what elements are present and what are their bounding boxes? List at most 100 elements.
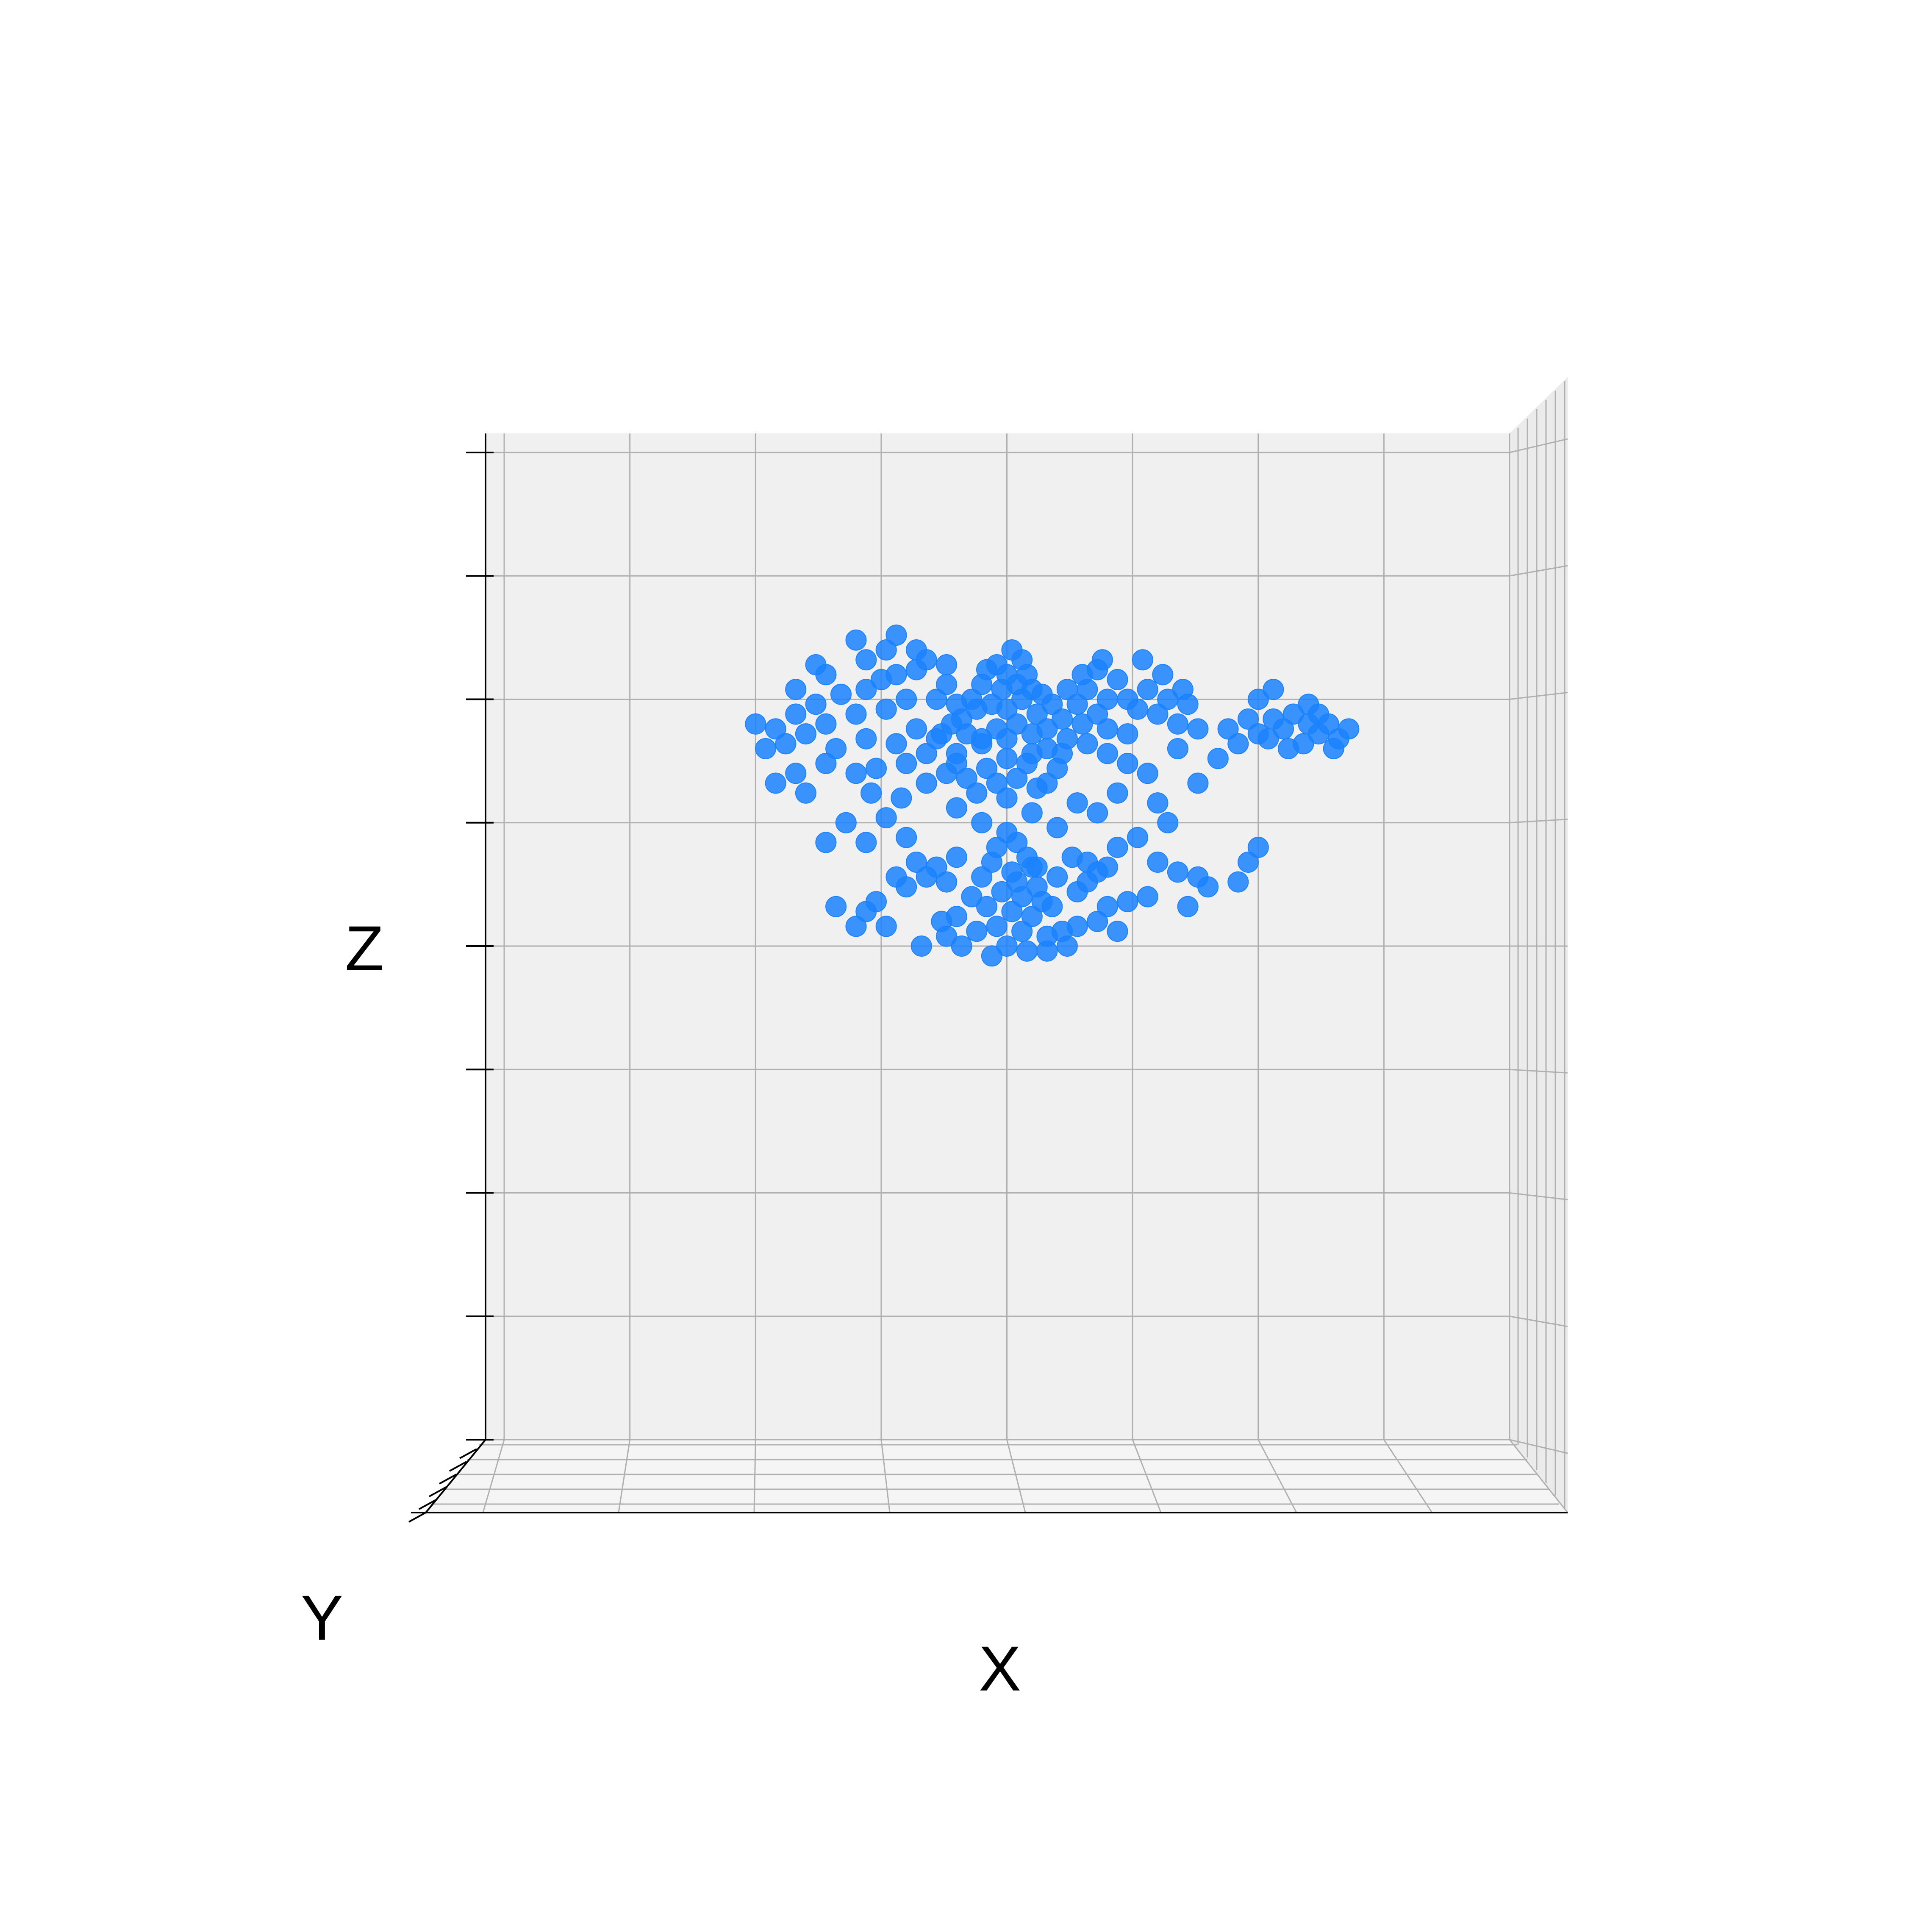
data-point — [896, 827, 917, 848]
data-point — [755, 738, 776, 759]
y-tick — [459, 1448, 477, 1459]
data-point — [1006, 767, 1028, 789]
data-point — [896, 688, 917, 710]
data-point — [875, 639, 897, 661]
data-point — [1137, 886, 1158, 908]
data-point — [855, 832, 877, 853]
data-point — [1091, 649, 1113, 671]
data-point — [845, 916, 867, 937]
data-point — [905, 718, 927, 740]
data-point — [916, 772, 937, 794]
data-point — [1107, 837, 1128, 858]
data-point — [946, 694, 967, 715]
data-point — [815, 713, 837, 735]
floor-grid-line — [1509, 1439, 1568, 1513]
data-points — [745, 625, 1360, 967]
data-point — [866, 758, 887, 779]
data-point — [765, 718, 786, 740]
data-point — [1036, 940, 1058, 962]
data-point — [795, 782, 816, 804]
data-point — [1026, 856, 1048, 878]
data-point — [1041, 694, 1063, 715]
data-point — [971, 866, 993, 888]
data-point — [835, 812, 857, 833]
data-point — [1238, 708, 1259, 730]
data-point — [861, 782, 882, 804]
data-point — [825, 896, 847, 917]
y-tick — [439, 1474, 457, 1485]
data-point — [1066, 792, 1088, 814]
data-point — [1011, 688, 1033, 710]
data-point — [1282, 703, 1304, 725]
side-grid-line — [1509, 692, 1568, 700]
floor-grid-line — [1257, 1439, 1297, 1513]
data-point — [765, 772, 786, 794]
data-point — [1006, 713, 1028, 735]
data-point — [936, 654, 958, 675]
data-point — [1147, 703, 1169, 725]
y-axis-line — [425, 1439, 486, 1513]
data-point — [795, 723, 816, 745]
data-point — [976, 896, 997, 917]
data-point — [946, 797, 967, 819]
data-point — [870, 669, 892, 690]
data-point — [1157, 812, 1179, 833]
data-point — [1127, 827, 1148, 848]
data-point — [1152, 664, 1174, 686]
data-point — [1066, 881, 1088, 902]
data-point — [805, 654, 827, 675]
data-point — [1052, 743, 1073, 764]
z-axis-label: Z — [345, 913, 384, 984]
data-point — [1096, 856, 1118, 878]
data-point — [971, 674, 993, 695]
data-point — [936, 925, 958, 947]
data-point — [825, 738, 847, 759]
data-point — [996, 748, 1018, 769]
side-grid-line — [1509, 1316, 1568, 1327]
side-grid-line — [1509, 565, 1568, 577]
data-point — [1066, 694, 1088, 715]
data-point — [1247, 688, 1269, 710]
data-point — [905, 852, 927, 873]
grid-lines — [431, 381, 1568, 1513]
data-point — [916, 866, 937, 888]
data-point — [1052, 708, 1073, 730]
y-tick — [408, 1512, 426, 1523]
data-point — [1187, 718, 1209, 740]
data-point — [855, 649, 877, 671]
data-point — [976, 758, 997, 779]
side-pane — [1510, 377, 1568, 1513]
side-grid-line — [1509, 1439, 1568, 1454]
y-tick — [449, 1461, 467, 1472]
data-point — [1096, 896, 1118, 917]
data-point — [1217, 718, 1239, 740]
data-point — [1157, 688, 1179, 710]
data-point — [845, 629, 867, 651]
data-point — [1227, 733, 1249, 755]
data-point — [946, 752, 967, 774]
x-axis-label: X — [979, 1633, 1021, 1704]
data-point — [1096, 743, 1118, 764]
data-point — [996, 698, 1018, 720]
data-point — [961, 886, 983, 908]
data-point — [996, 935, 1018, 957]
data-point — [991, 679, 1013, 700]
data-point — [1117, 891, 1138, 913]
data-point — [855, 901, 877, 922]
data-point — [1167, 738, 1188, 759]
data-point — [1227, 871, 1249, 893]
data-point — [910, 935, 932, 957]
data-point — [845, 703, 867, 725]
data-point — [1066, 916, 1088, 937]
floor-grid-line — [1383, 1439, 1433, 1513]
data-point — [986, 772, 1008, 794]
data-point — [971, 733, 993, 755]
data-point — [926, 688, 947, 710]
data-point — [971, 812, 993, 833]
data-point — [1238, 852, 1259, 873]
floor-grid-line — [1006, 1439, 1026, 1513]
floor-grid-line — [1132, 1439, 1162, 1513]
data-point — [1187, 772, 1209, 794]
data-point — [1021, 906, 1043, 927]
